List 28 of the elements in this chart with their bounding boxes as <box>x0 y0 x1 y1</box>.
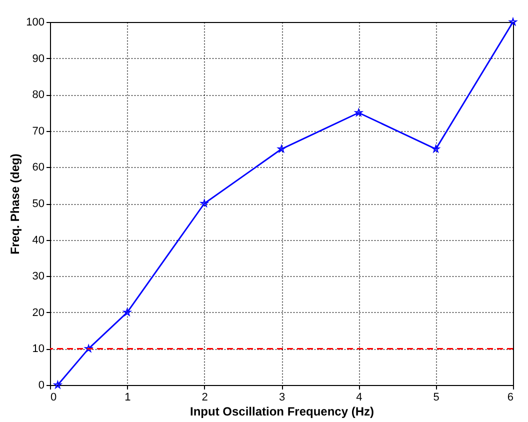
y-axis-title: Freq. Phase (deg) <box>8 154 22 254</box>
y-tick-label: 20 <box>32 306 44 319</box>
y-tick-label: 40 <box>32 234 44 246</box>
y-tick-label: 90 <box>32 52 44 65</box>
y-tick-label: 100 <box>26 16 44 28</box>
point <box>509 18 517 26</box>
x-tick-label: 5 <box>433 392 440 404</box>
point <box>54 380 62 388</box>
point <box>200 199 208 207</box>
y-tick-label: 70 <box>32 125 44 138</box>
y-tick-label: 10 <box>32 343 44 356</box>
point <box>84 344 92 352</box>
x-tick-label: 6 <box>507 392 514 404</box>
point <box>123 308 132 316</box>
x-tick-label: 1 <box>124 392 131 404</box>
x-tick-label: 2 <box>202 392 208 404</box>
x-tick-label: 4 <box>356 392 362 404</box>
y-tick-label: 60 <box>32 162 44 174</box>
y-tick-label: 30 <box>32 270 44 283</box>
point <box>432 145 440 152</box>
x-tick-label: 0 <box>50 392 57 404</box>
x-tick-label: 3 <box>278 392 286 404</box>
y-tick-label: 80 <box>32 89 44 102</box>
point <box>354 108 363 116</box>
x-axis-title: Input Oscillation Frequency (Hz) <box>190 404 374 418</box>
point <box>278 145 286 152</box>
y-tick-label: 0 <box>38 380 44 392</box>
y-tick-label: 50 <box>32 198 44 210</box>
